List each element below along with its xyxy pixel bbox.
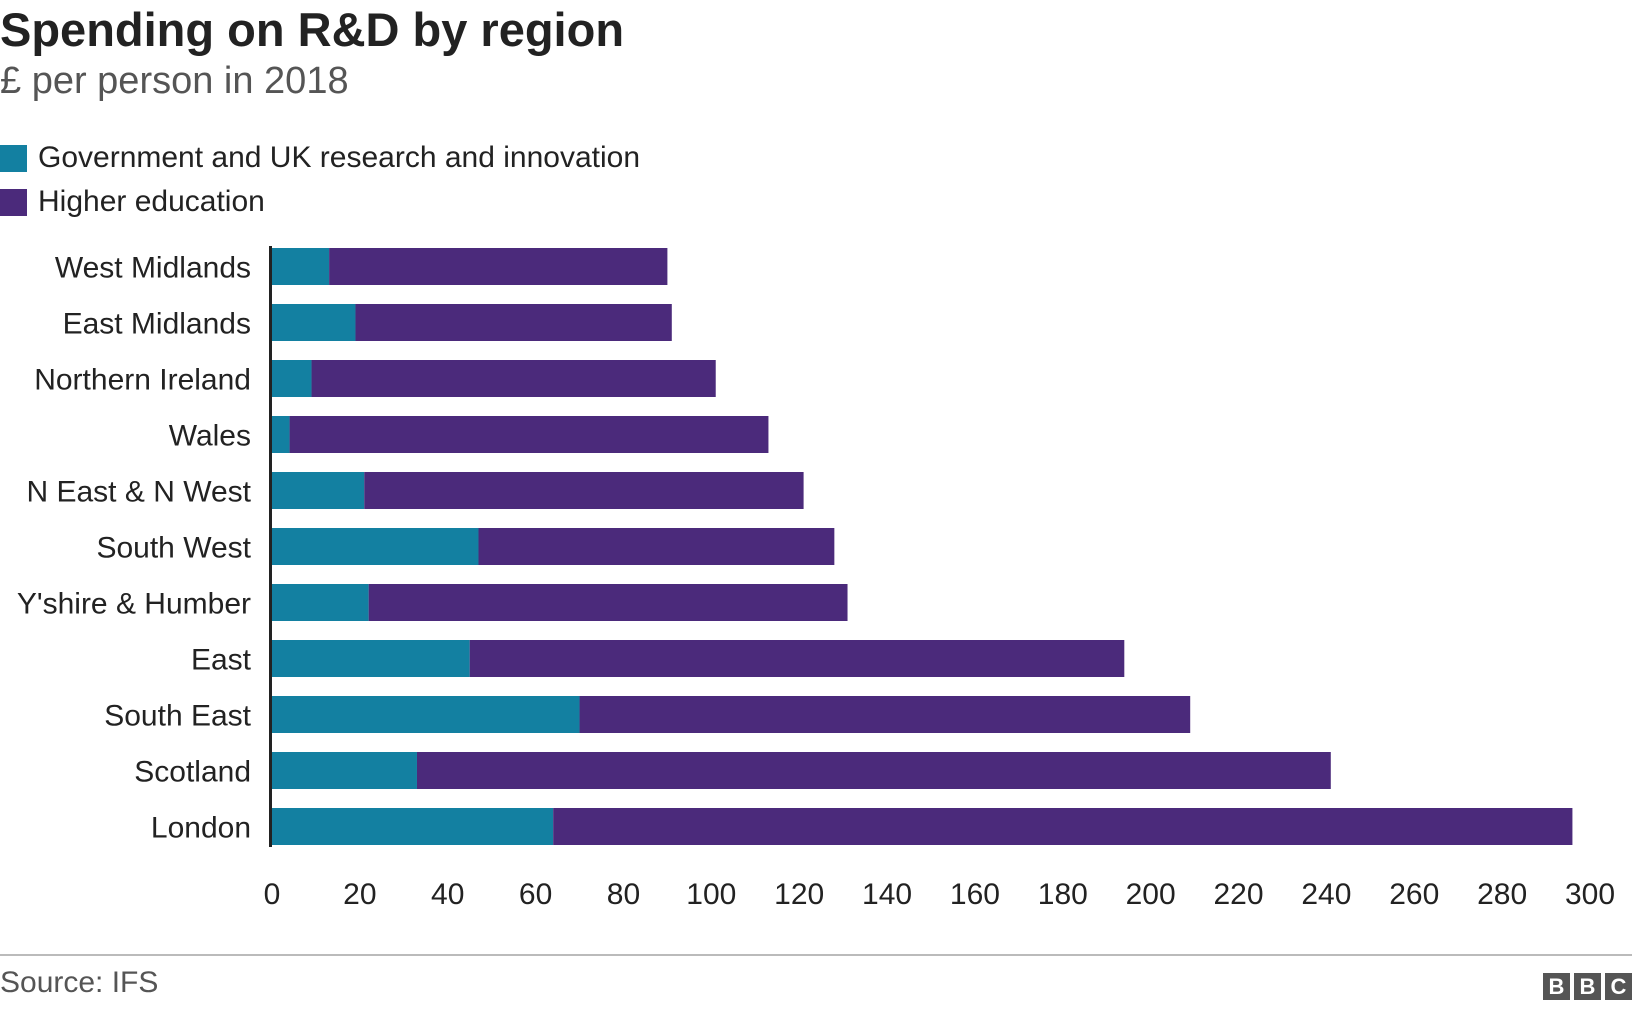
x-tick-label: 60	[519, 878, 552, 911]
x-tick-label: 300	[1565, 878, 1615, 911]
x-tick-label: 120	[774, 878, 824, 911]
legend-label-higher-education: Higher education	[38, 185, 265, 218]
category-label: Wales	[169, 420, 251, 453]
x-tick-label: 220	[1214, 878, 1264, 911]
x-tick-label: 180	[1038, 878, 1088, 911]
bar-segment-government-n-east-n-west	[272, 472, 365, 509]
bbc-logo-block: B	[1543, 973, 1570, 1000]
bar-segment-higher-education-east	[469, 640, 1125, 677]
x-tick-label: 80	[607, 878, 640, 911]
x-tick-label: 200	[1126, 878, 1176, 911]
chart-subtitle: £ per person in 2018	[0, 60, 349, 102]
x-tick-label: 40	[431, 878, 464, 911]
category-label: Northern Ireland	[34, 364, 251, 397]
legend: Government and UK research and innovatio…	[0, 136, 640, 224]
bar-segment-higher-education-wales	[289, 416, 769, 453]
bar-segment-government-wales	[272, 416, 290, 453]
source-note: Source: IFS	[0, 966, 159, 999]
bar-segment-higher-education-northern-ireland	[311, 360, 716, 397]
bar-chart: West Midlands East Midlands Northern Irela…	[17, 246, 1615, 911]
x-tick-label: 160	[950, 878, 1000, 911]
bbc-logo: B B C	[1543, 973, 1632, 1000]
x-tick-label: 100	[686, 878, 736, 911]
bar-segment-higher-education-south-east	[579, 696, 1191, 733]
x-tick-label: 0	[264, 878, 281, 911]
bar-segment-government-east-midlands	[272, 304, 356, 341]
bbc-logo-block: B	[1574, 973, 1601, 1000]
legend-label-government: Government and UK research and innovatio…	[38, 141, 641, 174]
legend-swatch-higher-education	[0, 188, 27, 216]
category-label: N East & N West	[26, 476, 251, 509]
x-tick-label: 280	[1477, 878, 1527, 911]
bar-segment-government-south-west	[272, 528, 479, 565]
bbc-logo-block: C	[1605, 973, 1632, 1000]
bar-segment-government-west-midlands	[272, 248, 330, 285]
bar-segment-higher-education-n-east-n-west	[364, 472, 804, 509]
bar-segment-higher-education-y-shire-humber	[368, 584, 848, 621]
bar-segment-government-london	[272, 808, 554, 845]
category-label: Y'shire & Humber	[17, 588, 251, 621]
bar-segment-government-northern-ireland	[272, 360, 312, 397]
category-label: East Midlands	[63, 308, 251, 341]
chart-title: Spending on R&D by region	[0, 3, 625, 56]
category-label: South East	[104, 700, 251, 733]
x-tick-label: 260	[1389, 878, 1439, 911]
bar-segment-government-east	[272, 640, 470, 677]
x-tick-label: 240	[1301, 878, 1351, 911]
bar-segment-government-y-shire-humber	[272, 584, 369, 621]
category-label: South West	[96, 532, 251, 565]
bar-segment-government-scotland	[272, 752, 417, 789]
bar-segment-government-south-east	[272, 696, 580, 733]
x-tick-label: 20	[343, 878, 376, 911]
legend-item-government: Government and UK research and innovatio…	[0, 136, 640, 180]
category-label: West Midlands	[55, 252, 251, 285]
x-tick-label: 140	[862, 878, 912, 911]
category-label: Scotland	[134, 756, 251, 789]
bar-segment-higher-education-london	[553, 808, 1573, 845]
legend-swatch-government	[0, 144, 27, 172]
category-label: London	[151, 812, 251, 845]
bar-segment-higher-education-south-west	[478, 528, 835, 565]
bar-segment-higher-education-west-midlands	[329, 248, 668, 285]
footer-divider	[0, 954, 1632, 956]
bar-segment-higher-education-scotland	[416, 752, 1331, 789]
legend-item-higher-education: Higher education	[0, 180, 640, 224]
category-label: East	[191, 644, 252, 677]
bar-segment-higher-education-east-midlands	[355, 304, 672, 341]
